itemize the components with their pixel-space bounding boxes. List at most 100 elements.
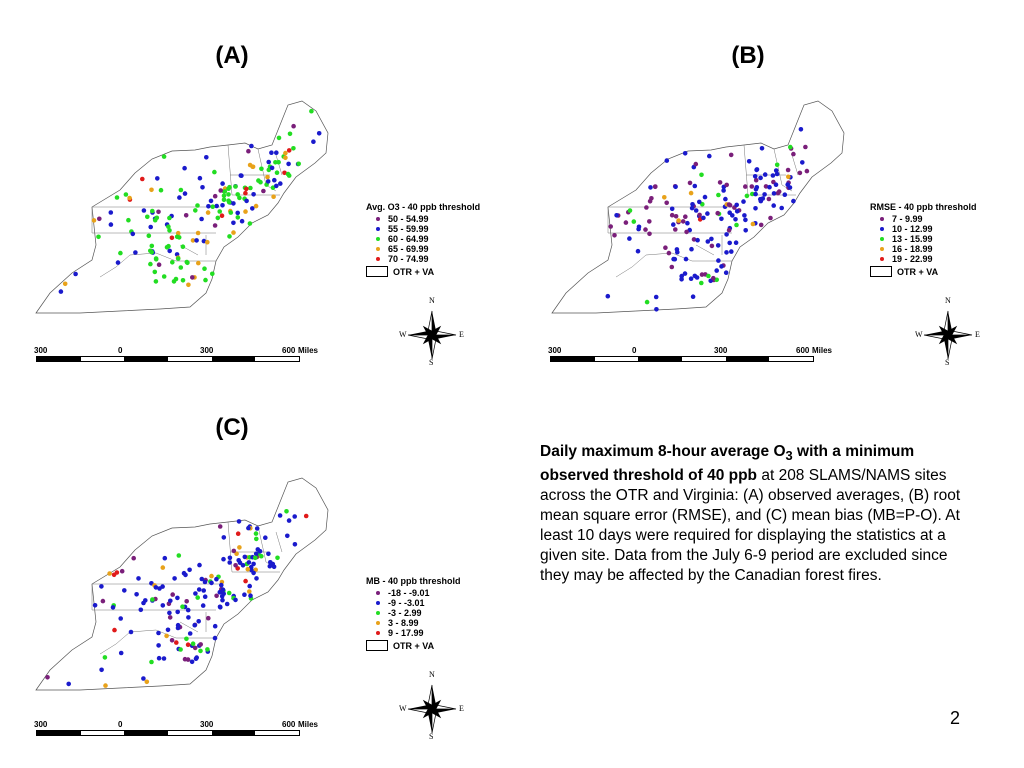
state-boundary	[773, 148, 783, 186]
site-marker	[176, 553, 182, 558]
site-marker	[235, 210, 240, 216]
site-marker	[202, 266, 207, 271]
site-marker	[253, 531, 259, 536]
compass-south-label: S	[945, 358, 950, 367]
site-marker	[182, 165, 187, 171]
site-marker	[209, 580, 214, 586]
site-marker	[771, 191, 777, 196]
site-marker	[669, 206, 675, 212]
site-marker	[202, 594, 208, 599]
site-marker	[653, 294, 659, 300]
site-marker	[785, 182, 790, 187]
site-marker	[614, 213, 619, 218]
site-marker	[647, 219, 652, 224]
legend-item: 55 - 59.99	[366, 224, 480, 234]
compass-east-label: E	[459, 704, 464, 713]
site-marker	[766, 196, 772, 202]
site-marker	[156, 655, 162, 661]
site-marker	[119, 568, 125, 574]
site-marker	[671, 222, 676, 227]
legend-item-label: 7 - 9.99	[892, 214, 923, 224]
site-marker	[699, 280, 704, 286]
site-marker	[169, 638, 175, 643]
site-marker	[148, 261, 153, 267]
site-marker	[149, 659, 154, 665]
site-marker	[253, 203, 259, 209]
scale-tick-label: 0	[118, 346, 123, 355]
legend-swatch	[880, 247, 884, 251]
legend-swatch	[880, 237, 884, 241]
site-marker	[762, 192, 767, 197]
site-marker	[156, 643, 161, 648]
site-marker	[189, 659, 195, 665]
site-marker	[685, 220, 690, 226]
site-marker	[636, 224, 642, 230]
legend-region-item: OTR + VA	[870, 266, 977, 277]
legend-item: 9 - 17.99	[366, 628, 461, 638]
site-marker	[291, 146, 296, 151]
legend-swatch	[376, 611, 380, 615]
site-marker	[705, 239, 711, 244]
site-marker	[220, 597, 225, 603]
site-marker	[623, 220, 629, 225]
site-marker	[193, 591, 198, 596]
site-marker	[148, 224, 153, 230]
site-marker	[671, 256, 676, 262]
site-marker	[45, 675, 50, 680]
site-marker	[285, 533, 290, 539]
site-marker	[286, 148, 292, 153]
site-marker	[684, 229, 689, 235]
site-marker	[182, 191, 188, 196]
legend-swatch	[880, 227, 884, 231]
site-marker	[674, 247, 680, 252]
site-marker	[156, 209, 161, 215]
site-marker	[743, 217, 748, 223]
site-marker	[292, 514, 298, 519]
site-marker	[798, 127, 804, 132]
site-marker	[138, 607, 144, 613]
state-boundary	[179, 621, 199, 633]
site-marker	[152, 269, 158, 275]
site-marker	[697, 199, 702, 205]
site-marker	[127, 195, 132, 201]
site-marker	[200, 185, 205, 190]
site-marker	[118, 250, 123, 256]
site-marker	[782, 192, 788, 197]
site-marker	[212, 223, 218, 228]
site-marker	[791, 198, 796, 204]
site-marker	[227, 560, 232, 565]
site-marker	[652, 184, 658, 190]
site-marker	[248, 185, 253, 191]
site-marker	[150, 208, 155, 214]
scale-tick-label: 0	[118, 720, 123, 729]
legend-item-label: -9 - -3.01	[388, 598, 425, 608]
site-marker	[118, 616, 123, 621]
site-marker	[165, 627, 171, 633]
legend-swatch	[376, 601, 380, 605]
state-boundary	[275, 531, 283, 553]
compass-star-icon	[923, 310, 973, 360]
site-marker	[309, 108, 314, 114]
site-marker	[608, 224, 613, 229]
site-marker	[167, 615, 173, 620]
site-marker	[662, 195, 667, 200]
site-marker	[92, 603, 98, 608]
site-marker	[160, 603, 166, 608]
legend-item: 10 - 12.99	[870, 224, 977, 234]
site-marker	[73, 271, 78, 277]
site-marker	[676, 218, 681, 223]
site-marker	[227, 234, 232, 239]
site-marker	[743, 184, 748, 189]
site-marker	[727, 240, 732, 246]
site-marker	[206, 204, 211, 209]
site-marker	[226, 199, 232, 205]
site-marker	[763, 184, 769, 189]
caption-bold-lead: Daily maximum 8-hour average O	[540, 443, 786, 460]
site-marker	[716, 258, 721, 263]
site-marker	[199, 576, 205, 582]
site-marker	[231, 230, 236, 235]
site-marker	[192, 622, 197, 628]
state-boundary	[615, 252, 732, 278]
site-marker	[174, 640, 179, 645]
legend-item: 7 - 9.99	[870, 214, 977, 224]
